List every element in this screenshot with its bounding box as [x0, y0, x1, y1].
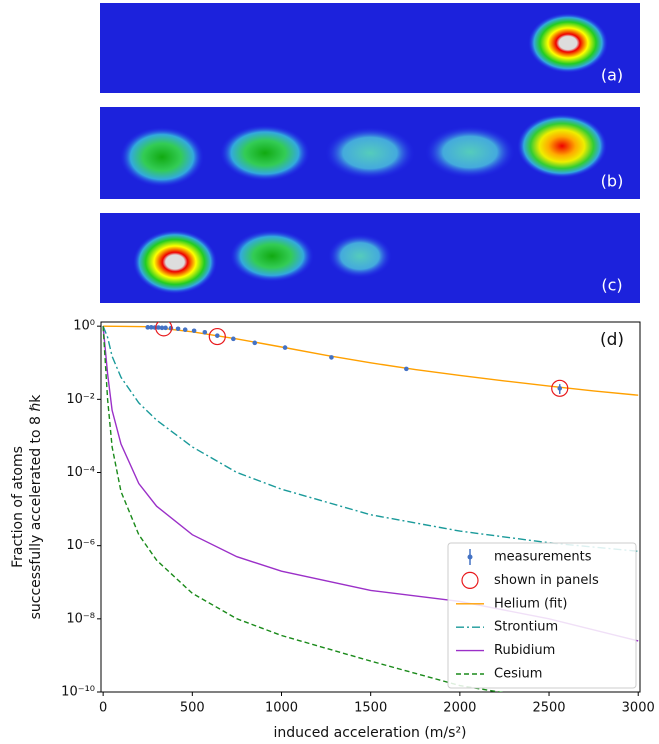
measurement-point [557, 386, 563, 391]
y-tick-label: 10⁰ [73, 319, 95, 334]
measurement-point [214, 333, 220, 338]
panel-a: (a) [100, 3, 640, 93]
legend-swatch [467, 554, 473, 560]
x-axis-label: induced acceleration (m/s²) [273, 725, 466, 741]
x-tick-label: 500 [180, 701, 205, 716]
series-line [103, 325, 639, 396]
legend-label: Helium (fit) [494, 596, 567, 611]
y-tick-label: 10⁻⁴ [66, 465, 95, 480]
measurement-point [163, 325, 168, 331]
measurement-point [252, 340, 258, 346]
x-tick-label: 2500 [532, 701, 565, 716]
legend-label: Strontium [494, 620, 558, 635]
x-tick-label: 2000 [443, 701, 476, 716]
highlight-circle [155, 322, 173, 337]
measurement-point [156, 325, 161, 330]
legend-box [447, 542, 637, 689]
measurement-point [145, 325, 151, 330]
measurement-point [404, 366, 409, 372]
y-axis-label: Fraction of atoms [10, 446, 26, 568]
panel-label: (b) [601, 172, 624, 191]
series-line [102, 325, 639, 552]
measurement-point [159, 325, 165, 331]
measurement-point [202, 329, 208, 335]
y-axis-label: successfully accelerated to 8 ℏk [28, 394, 44, 620]
panel-c: (c) [100, 213, 640, 303]
x-tick-label: 1000 [265, 701, 298, 716]
highlight-circle [551, 379, 569, 397]
measurement-point [182, 327, 188, 333]
y-tick-label: 10⁻² [66, 392, 95, 407]
measurement-point [175, 326, 181, 332]
highlight-circle [208, 327, 226, 346]
legend-swatch [461, 571, 479, 590]
legend-label: Cesium [494, 667, 542, 682]
y-tick-label: 10⁻¹⁰ [61, 685, 95, 700]
y-tick-label: 10⁻⁸ [66, 611, 95, 626]
measurement-point [231, 336, 236, 342]
measurement-point [148, 325, 154, 330]
measurement-point [282, 345, 288, 350]
panel-label: (d) [600, 330, 624, 350]
panel-label: (a) [601, 66, 623, 85]
x-tick-label: 0 [99, 701, 107, 716]
legend: measurements shown in panels Helium (fit) S… [447, 542, 637, 689]
measurement-point [329, 355, 334, 360]
legend-label: shown in panels [494, 573, 599, 588]
panel-label: (c) [601, 276, 622, 295]
legend-label: Rubidium [494, 643, 555, 658]
x-tick-label: 3000 [622, 701, 655, 716]
x-tick-label: 1500 [354, 701, 387, 716]
measurement-point [191, 328, 197, 334]
y-tick-label: 10⁻⁶ [66, 538, 95, 553]
panel-b: (b) [100, 107, 640, 199]
legend-label: measurements [494, 550, 592, 565]
